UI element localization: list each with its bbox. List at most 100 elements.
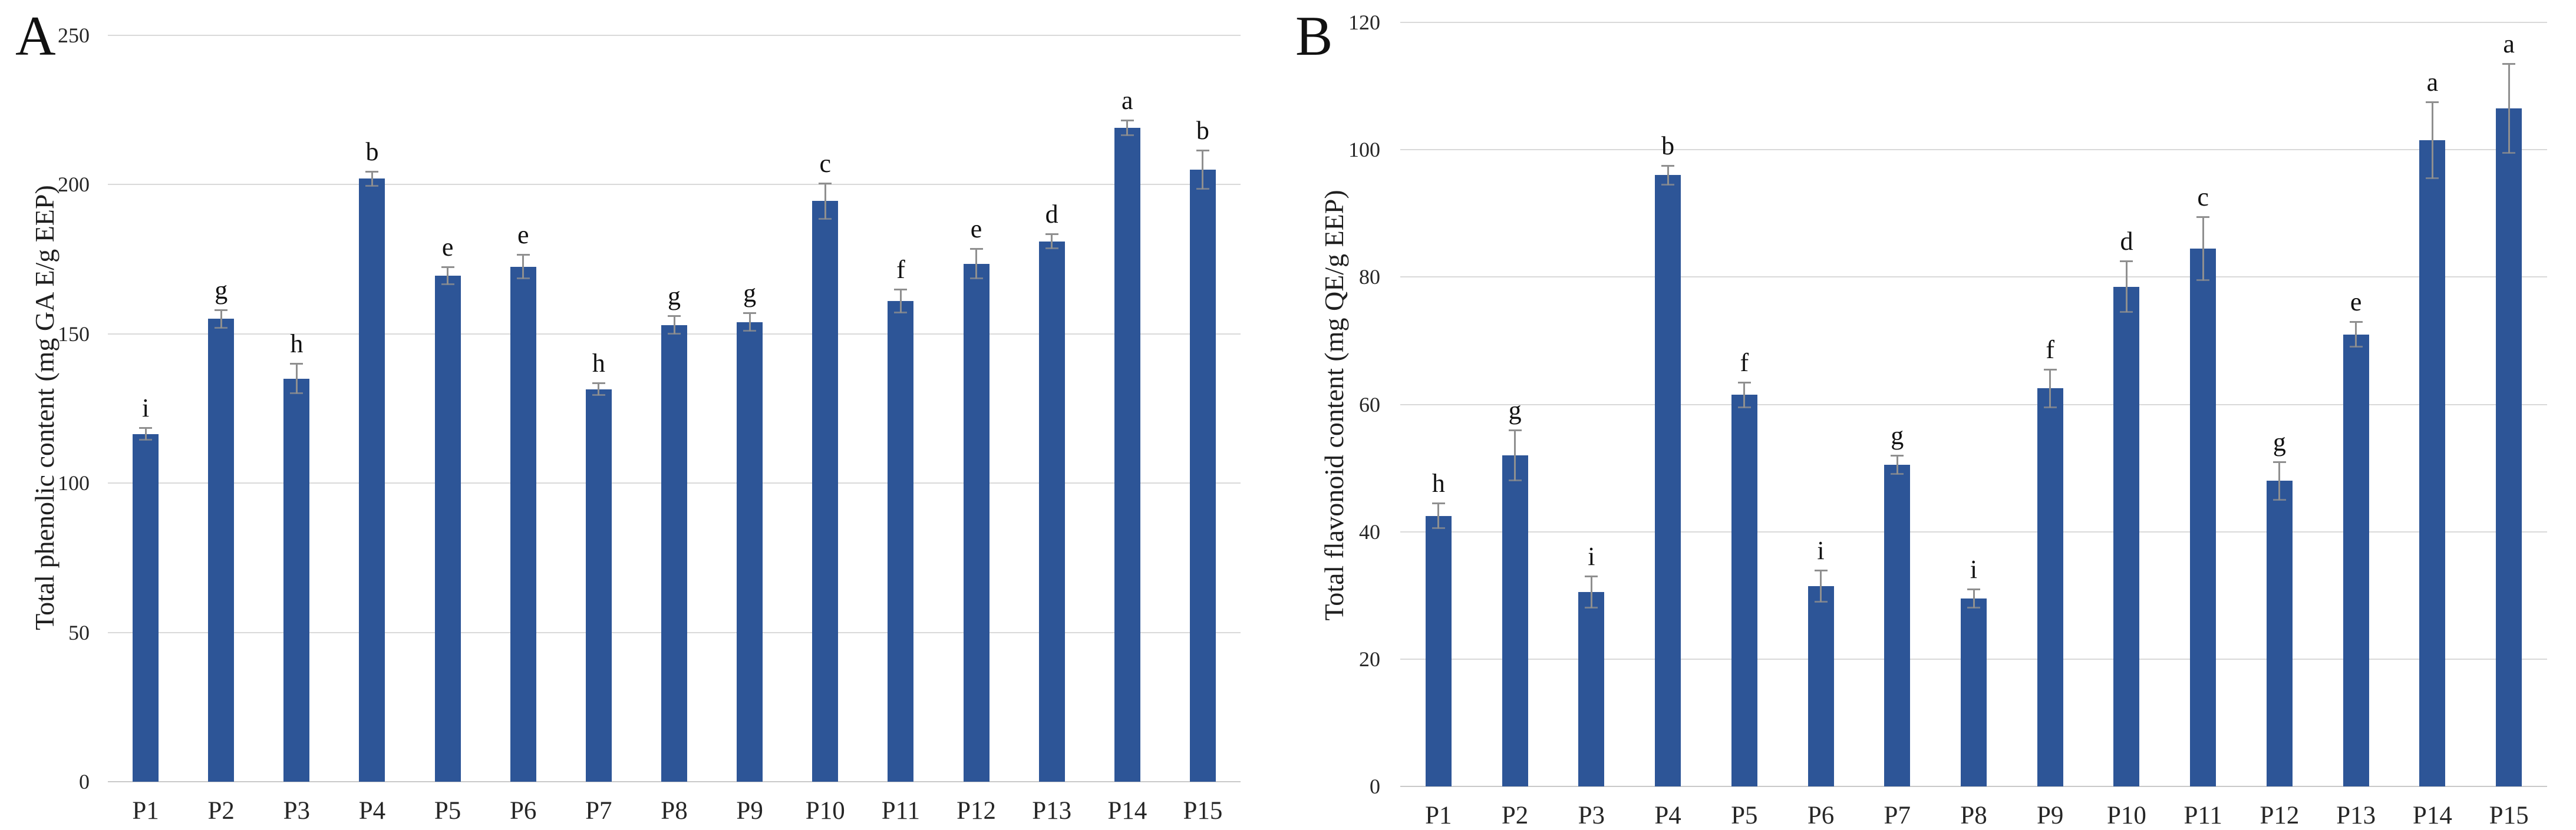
- error-bar: [447, 266, 449, 285]
- gridline: [108, 184, 1241, 186]
- error-bar-top-cap: [1196, 150, 1209, 152]
- significance-letter: e: [970, 214, 982, 244]
- bar: [359, 178, 385, 782]
- significance-letter: b: [365, 137, 379, 166]
- significance-letter: i: [1588, 542, 1595, 571]
- error-bar: [144, 428, 147, 440]
- x-category-label: P7: [1884, 802, 1911, 829]
- error-bar-top-cap: [2120, 260, 2133, 263]
- error-bar-bottom-cap: [1585, 607, 1598, 609]
- error-bar-bottom-cap: [290, 392, 304, 395]
- error-bar: [371, 171, 373, 186]
- error-bar-bottom-cap: [1814, 600, 1828, 603]
- bar: [661, 325, 687, 782]
- x-category-label: P4: [358, 797, 386, 825]
- error-bar-top-cap: [365, 170, 379, 173]
- bar: [1189, 170, 1216, 782]
- error-bar-top-cap: [819, 182, 832, 184]
- x-category-label: P10: [805, 797, 845, 825]
- x-category-label: P15: [1183, 797, 1223, 825]
- error-bar-bottom-cap: [2043, 406, 2057, 408]
- error-bar-bottom-cap: [441, 283, 454, 286]
- significance-letter: e: [517, 220, 529, 250]
- gridline: [1400, 276, 2547, 278]
- bar: [963, 263, 989, 782]
- error-bar-bottom-cap: [1967, 607, 1980, 609]
- error-bar-top-cap: [441, 266, 454, 268]
- error-bar-top-cap: [2426, 101, 2439, 104]
- error-bar: [2125, 261, 2128, 312]
- significance-letter: c: [819, 148, 832, 178]
- error-bar: [1973, 588, 1975, 609]
- error-bar-bottom-cap: [1120, 134, 1134, 136]
- bar: [585, 389, 612, 782]
- bar: [2037, 388, 2063, 786]
- error-bar-bottom-cap: [969, 277, 983, 280]
- bar: [2343, 334, 2369, 786]
- error-bar-top-cap: [2272, 461, 2286, 463]
- x-category-label: P5: [434, 797, 461, 825]
- significance-letter: i: [141, 393, 150, 423]
- significance-letter: g: [743, 279, 757, 308]
- x-category-label: P13: [2336, 802, 2376, 829]
- bar: [510, 266, 536, 782]
- error-bar-top-cap: [1045, 233, 1058, 236]
- x-category-label: P3: [1578, 802, 1605, 829]
- y-tick-label: 80: [1359, 265, 1380, 289]
- error-bar: [2431, 102, 2433, 178]
- x-category-label: P12: [956, 797, 996, 825]
- significance-letter: b: [1196, 116, 1209, 146]
- y-tick-label: 100: [1348, 138, 1380, 162]
- error-bar-top-cap: [516, 254, 530, 256]
- x-category-label: P5: [1731, 802, 1758, 829]
- error-bar-top-cap: [139, 427, 153, 429]
- x-category-label: P12: [2260, 802, 2300, 829]
- error-bar-top-cap: [1508, 429, 1522, 431]
- error-bar-bottom-cap: [2196, 279, 2210, 281]
- error-bar: [2049, 369, 2051, 408]
- x-category-label: P1: [132, 797, 159, 825]
- bar: [1731, 395, 1757, 786]
- error-bar: [1820, 570, 1822, 602]
- bar: [1884, 465, 1911, 786]
- error-bar: [1667, 166, 1669, 185]
- bar: [2496, 108, 2522, 786]
- x-category-label: P11: [2184, 802, 2222, 829]
- error-bar-top-cap: [1967, 588, 1980, 590]
- gridline: [1400, 22, 2547, 23]
- error-bar-bottom-cap: [1661, 183, 1675, 186]
- error-bar: [824, 183, 826, 219]
- gridline: [1400, 531, 2547, 533]
- bar: [888, 301, 914, 782]
- error-bar: [1514, 429, 1516, 481]
- y-tick-label: 200: [58, 173, 90, 197]
- significance-letter: g: [215, 276, 228, 305]
- error-bar-top-cap: [743, 312, 757, 315]
- bar: [2266, 481, 2293, 786]
- error-bar-bottom-cap: [1891, 473, 1904, 475]
- error-bar-top-cap: [2043, 369, 2057, 371]
- error-bar-bottom-cap: [1045, 247, 1058, 250]
- error-bar: [975, 249, 978, 279]
- bar: [133, 434, 159, 782]
- y-tick-label: 60: [1359, 392, 1380, 416]
- bar: [1655, 175, 1681, 786]
- error-bar-bottom-cap: [516, 277, 530, 280]
- x-category-label: P8: [1960, 802, 1987, 829]
- bar: [1961, 598, 1987, 786]
- error-bar: [2355, 321, 2357, 348]
- x-category-label: P14: [2412, 802, 2452, 829]
- x-category-label: P14: [1107, 797, 1147, 825]
- error-bar: [522, 254, 525, 279]
- significance-letter: g: [1891, 421, 1904, 450]
- error-bar: [2202, 216, 2204, 280]
- significance-letter: d: [1045, 200, 1058, 229]
- bar: [434, 275, 461, 782]
- y-tick-label: 0: [1370, 775, 1380, 798]
- significance-letter: c: [2197, 182, 2209, 211]
- significance-letter: b: [1661, 131, 1675, 161]
- panel-label-b: B: [1295, 5, 1333, 67]
- error-bar-top-cap: [1661, 165, 1675, 167]
